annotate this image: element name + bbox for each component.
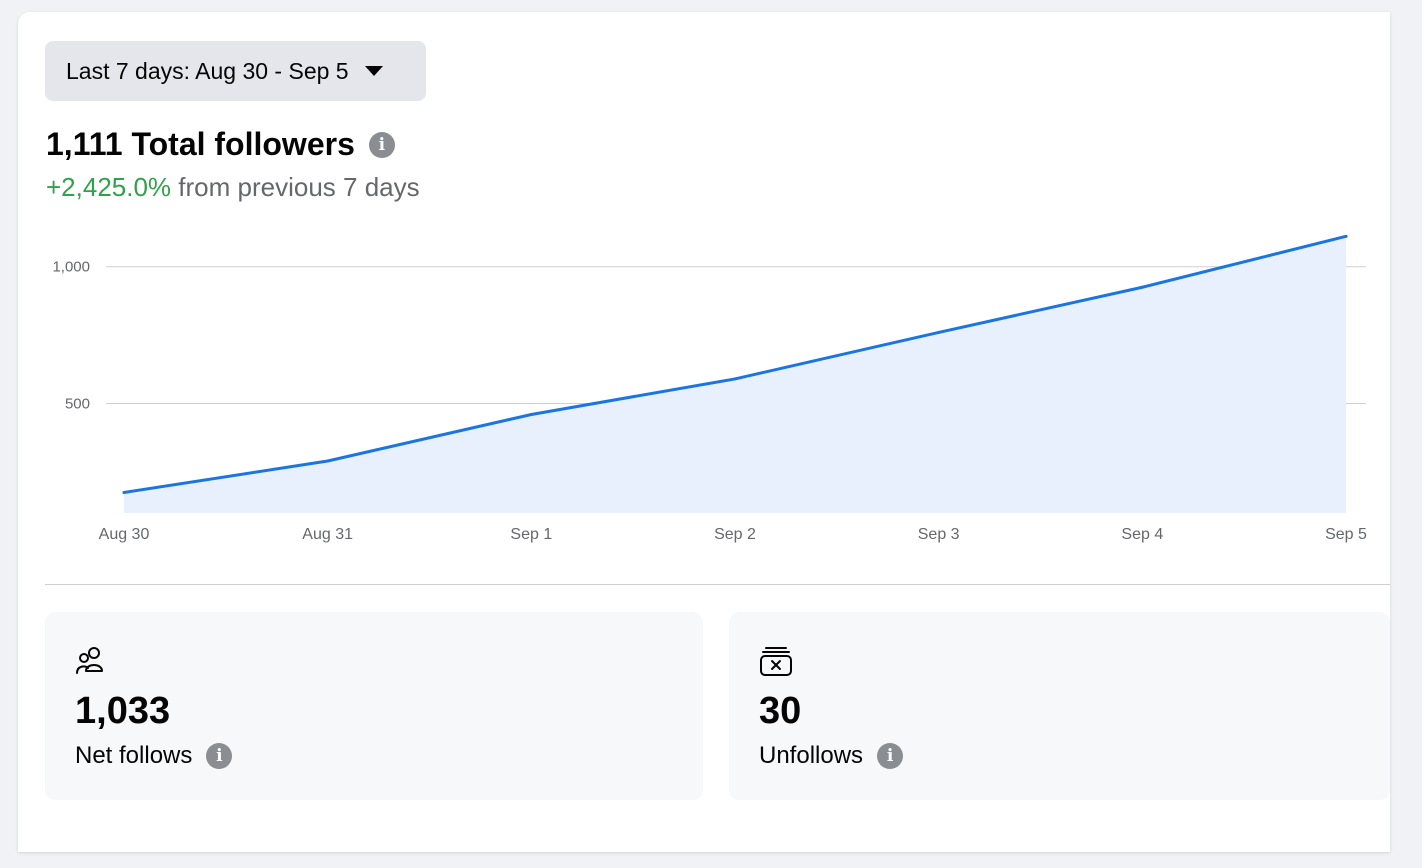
data-point [1140,285,1144,289]
net-follows-label-row: Net follows i [75,742,233,770]
net-follows-value: 1,033 [75,690,171,732]
x-tick-label: Sep 4 [1121,526,1163,543]
series-area [124,236,1346,513]
info-icon[interactable]: i [877,743,904,769]
change-percent: +2,425.0% [46,172,172,202]
data-point [122,490,126,494]
date-range-label: Last 7 days: Aug 30 - Sep 5 [66,57,349,84]
unfollows-label: Unfollows [759,742,864,769]
x-tick-label: Sep 5 [1325,526,1367,543]
data-point [529,412,533,416]
net-follows-card: 1,033 Net follows i [45,612,703,800]
x-tick-label: Sep 3 [918,526,960,543]
y-tick-label: 1,000 [52,259,90,276]
change-summary: +2,425.0% from previous 7 days [46,172,420,203]
y-tick-label: 500 [65,396,90,413]
total-followers-text: 1,111 Total followers [46,126,355,162]
section-divider [45,584,1390,585]
data-point [733,377,737,381]
x-tick-label: Sep 1 [510,526,552,543]
data-point [326,459,330,463]
info-icon[interactable]: i [368,131,395,158]
unfollows-value: 30 [759,690,802,732]
info-icon[interactable]: i [206,743,233,769]
unfollows-card: 30 Unfollows i [729,612,1390,800]
change-text: from previous 7 days [171,172,420,202]
caret-down-icon [364,66,383,76]
data-point [937,330,941,334]
data-point [1344,234,1348,238]
net-follows-label: Net follows [75,742,193,769]
followers-card: Last 7 days: Aug 30 - Sep 5 1,111 Total … [18,12,1390,852]
unfollows-label-row: Unfollows i [759,742,904,770]
followers-chart: 500 1,000 Aug 30 Aug 31 Sep 1 Sep 2 Sep 3 Sep 4… [52,234,1367,543]
x-tick-label: Aug 31 [302,526,353,543]
date-range-dropdown[interactable]: Last 7 days: Aug 30 - Sep 5 [45,41,426,101]
people-icon [76,647,103,674]
unfollow-box-icon [760,647,792,676]
total-followers-heading: 1,111 Total followers i [46,126,395,163]
x-tick-label: Aug 30 [99,526,150,543]
x-tick-label: Sep 2 [714,526,756,543]
